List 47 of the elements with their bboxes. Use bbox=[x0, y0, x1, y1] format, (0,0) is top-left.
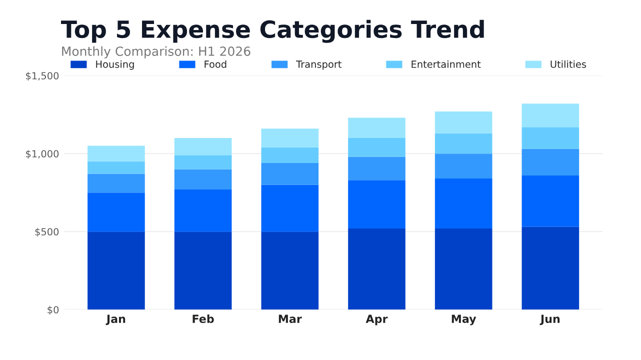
bar bbox=[522, 127, 580, 149]
bar bbox=[348, 118, 406, 138]
bar bbox=[434, 228, 492, 310]
chart-subtitle: Monthly Comparison: H1 2026 bbox=[62, 46, 250, 58]
x-tick-label: Apr bbox=[366, 314, 388, 326]
legend-label: Food bbox=[204, 60, 226, 68]
bar bbox=[88, 161, 145, 174]
bar bbox=[261, 147, 319, 163]
x-tick-label: May bbox=[452, 314, 476, 326]
bar bbox=[522, 226, 580, 310]
bar bbox=[174, 232, 232, 310]
bar bbox=[522, 148, 580, 176]
bar bbox=[174, 138, 232, 156]
bar bbox=[261, 162, 319, 185]
x-tick-label: Jan bbox=[106, 314, 126, 326]
bar bbox=[522, 175, 580, 227]
bar bbox=[522, 104, 580, 128]
legend-label: Transport bbox=[296, 60, 342, 70]
legend-label: Utilities bbox=[550, 60, 586, 68]
bar bbox=[174, 189, 232, 232]
y-tick-label: $500 bbox=[35, 228, 59, 237]
bar bbox=[348, 138, 406, 157]
y-tick-label: $1,500 bbox=[26, 72, 59, 81]
legend-label: Entertainment bbox=[412, 60, 481, 68]
bar bbox=[261, 128, 319, 148]
y-tick-label: $1,000 bbox=[26, 150, 59, 159]
bar bbox=[88, 192, 145, 232]
bar bbox=[88, 232, 145, 310]
bar bbox=[434, 111, 492, 134]
bar bbox=[261, 232, 319, 310]
bar bbox=[88, 174, 145, 193]
bar bbox=[174, 155, 232, 170]
y-tick-label: $0 bbox=[48, 306, 59, 315]
bar bbox=[348, 156, 406, 180]
bar bbox=[434, 133, 492, 154]
x-tick-label: Jun bbox=[540, 314, 560, 326]
bar bbox=[261, 184, 319, 232]
bar bbox=[434, 154, 492, 179]
x-tick-label: Feb bbox=[192, 314, 214, 324]
x-tick-label: Mar bbox=[278, 314, 302, 324]
legend-label: Housing bbox=[96, 60, 134, 70]
bar bbox=[174, 169, 232, 190]
bar bbox=[348, 228, 406, 310]
bar bbox=[348, 180, 406, 228]
bar bbox=[434, 178, 492, 228]
bar bbox=[88, 146, 145, 162]
chart-title: Top 5 Expense Categories Trend bbox=[61, 20, 484, 43]
